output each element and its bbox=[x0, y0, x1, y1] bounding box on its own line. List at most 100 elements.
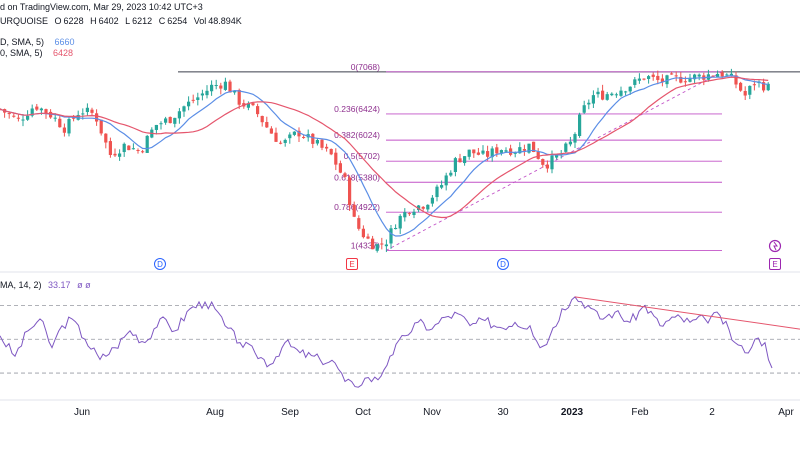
symbol-legend: URQUOISE O 6228 H 6402 L 6212 C 6254 Vol 48.8… bbox=[0, 16, 242, 27]
candle-body bbox=[453, 158, 457, 173]
ma1-label: D, SMA, 5) bbox=[0, 37, 45, 47]
candle-body bbox=[651, 74, 655, 77]
candle-body bbox=[58, 118, 62, 128]
candle-body bbox=[748, 85, 752, 95]
candle-body bbox=[403, 212, 407, 218]
event-marker-label: E bbox=[349, 260, 354, 269]
time-axis[interactable]: Jun Aug Sep Oct Nov 30 2023 Feb 2 Apr bbox=[74, 407, 795, 418]
candle-body bbox=[476, 152, 480, 155]
candle-body bbox=[573, 134, 577, 143]
candle-body bbox=[739, 82, 743, 91]
candle-body bbox=[729, 73, 733, 77]
fib-level-label: 0.618(5380) bbox=[334, 172, 380, 182]
candle-body bbox=[154, 124, 158, 130]
ma1-legend[interactable]: D, SMA, 5) 6660 bbox=[0, 37, 75, 48]
candle-body bbox=[743, 90, 747, 96]
event-marker-label: D bbox=[157, 260, 163, 269]
candle-body bbox=[555, 155, 559, 158]
candle-body bbox=[688, 77, 692, 82]
candle-body bbox=[412, 211, 416, 216]
rsi-line bbox=[0, 296, 773, 388]
candle-body bbox=[430, 197, 434, 204]
rsi-trendline[interactable] bbox=[574, 296, 800, 330]
earnings-marker[interactable] bbox=[346, 258, 358, 270]
candle-body bbox=[53, 117, 57, 119]
candle-body bbox=[389, 228, 393, 244]
candle-body bbox=[265, 122, 269, 128]
candle-body bbox=[214, 85, 218, 87]
candle-body bbox=[614, 94, 618, 96]
candle-body bbox=[486, 151, 490, 157]
ohlc-low-value: 6212 bbox=[132, 16, 153, 26]
fib-level-label: 0.786(4922) bbox=[334, 202, 380, 212]
candle-body bbox=[545, 164, 549, 169]
candle-body bbox=[637, 78, 641, 81]
ohlc-high-key: H bbox=[90, 16, 97, 26]
candle-body bbox=[288, 134, 292, 139]
candle-body bbox=[67, 118, 71, 134]
fib-level-label: 0.5(5702) bbox=[344, 151, 381, 161]
candle-body bbox=[449, 172, 453, 176]
candlesticks bbox=[0, 68, 770, 253]
fib-level-label: 0.236(6424) bbox=[334, 104, 380, 114]
candle-body bbox=[173, 117, 177, 124]
dividend-marker[interactable] bbox=[497, 258, 509, 270]
volume-key: Vol bbox=[193, 16, 207, 26]
candle-body bbox=[228, 81, 232, 93]
candle-body bbox=[605, 94, 609, 100]
time-axis-tick-label: Oct bbox=[355, 407, 371, 418]
candle-body bbox=[269, 128, 273, 134]
candle-body bbox=[283, 139, 287, 143]
candle-body bbox=[499, 150, 503, 153]
ohlc-open-key: O bbox=[54, 16, 62, 26]
candle-body bbox=[458, 158, 462, 163]
sma-fast-line bbox=[0, 74, 769, 237]
candle-body bbox=[674, 75, 678, 77]
candle-body bbox=[348, 177, 352, 206]
candle-body bbox=[131, 148, 135, 150]
candle-body bbox=[334, 152, 338, 165]
candle-body bbox=[587, 102, 591, 105]
candle-body bbox=[62, 127, 66, 133]
candle-body bbox=[550, 155, 554, 170]
candle-body bbox=[495, 147, 499, 154]
dividend-marker[interactable] bbox=[154, 258, 166, 270]
earnings-marker[interactable] bbox=[769, 258, 781, 270]
candle-body bbox=[343, 173, 347, 177]
candle-body bbox=[320, 139, 324, 148]
ohlc-high-value: 6402 bbox=[98, 16, 119, 26]
candle-body bbox=[582, 105, 586, 113]
fibonacci-retracement[interactable]: 0(7068) 0.236(6424) 0.382(6024) 0.5(5702) 0.… bbox=[334, 62, 722, 251]
ma2-legend[interactable]: 0, SMA, 5) 6428 bbox=[0, 48, 73, 59]
candle-body bbox=[237, 89, 241, 105]
sma-slow-line bbox=[0, 76, 769, 219]
candle-body bbox=[472, 149, 476, 154]
candle-body bbox=[683, 81, 687, 83]
candle-body bbox=[145, 135, 149, 153]
time-axis-tick-label: Aug bbox=[206, 407, 224, 418]
candle-body bbox=[481, 150, 485, 154]
fib-level-label: 0.382(6024) bbox=[334, 130, 380, 140]
candle-body bbox=[720, 72, 724, 77]
candle-body bbox=[205, 90, 209, 96]
candle-body bbox=[394, 227, 398, 230]
candle-body bbox=[21, 119, 25, 121]
candle-body bbox=[527, 143, 531, 153]
candle-body bbox=[95, 113, 99, 122]
rsi-legend[interactable]: MA, 14, 2) 33.17 ø ø bbox=[0, 280, 91, 291]
candle-body bbox=[256, 106, 260, 115]
candle-body bbox=[725, 74, 729, 76]
candle-body bbox=[628, 86, 632, 92]
fib-level-label: 1(4337) bbox=[351, 240, 380, 250]
candle-body bbox=[325, 146, 329, 149]
fib-level-label: 0(7068) bbox=[351, 62, 380, 72]
candle-body bbox=[352, 204, 356, 217]
candle-body bbox=[223, 81, 227, 90]
candle-body bbox=[660, 78, 664, 83]
rsi-extra: ø ø bbox=[77, 280, 91, 290]
candle-body bbox=[315, 140, 319, 144]
candle-body bbox=[44, 109, 48, 114]
candle-body bbox=[656, 75, 660, 80]
